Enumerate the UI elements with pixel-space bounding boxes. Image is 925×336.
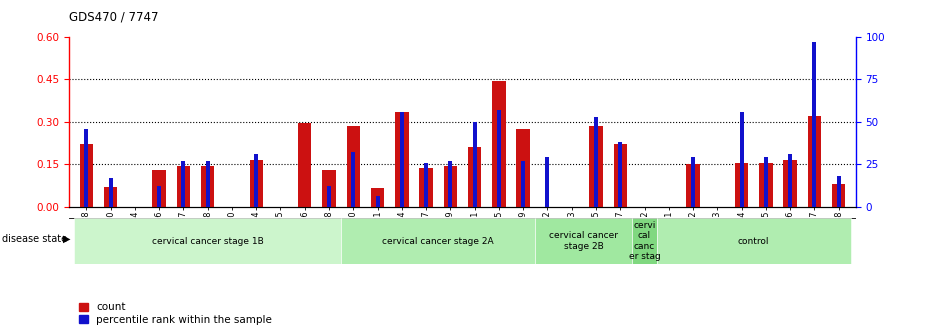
Bar [691, 158, 695, 207]
Bar [618, 142, 623, 207]
Bar [473, 122, 476, 207]
Bar [250, 160, 263, 207]
Bar [395, 112, 409, 207]
Bar [613, 144, 627, 207]
Bar [424, 163, 428, 207]
Bar [740, 112, 744, 207]
Bar [657, 218, 851, 264]
Bar [759, 163, 772, 207]
Bar [808, 116, 821, 207]
Text: GDS470 / 7747: GDS470 / 7747 [69, 10, 159, 23]
Bar [371, 188, 384, 207]
Bar [449, 161, 452, 207]
Bar [352, 152, 355, 207]
Bar [812, 42, 817, 207]
Bar [322, 170, 336, 207]
Bar [492, 81, 506, 207]
Bar [205, 161, 210, 207]
Bar [400, 112, 404, 207]
Bar [298, 123, 312, 207]
Bar [80, 144, 93, 207]
Bar [788, 154, 792, 207]
Bar [836, 176, 841, 207]
Bar [181, 161, 185, 207]
Bar [764, 158, 768, 207]
Bar [376, 197, 379, 207]
Bar [347, 126, 360, 207]
Bar [104, 187, 117, 207]
Text: cervical cancer stage 2A: cervical cancer stage 2A [382, 237, 494, 246]
Bar [594, 117, 598, 207]
Bar [201, 166, 215, 207]
Bar [686, 164, 699, 207]
Bar [74, 218, 341, 264]
Bar [536, 218, 633, 264]
Text: cervical cancer
stage 2B: cervical cancer stage 2B [549, 232, 618, 251]
Bar [254, 154, 258, 207]
Bar [497, 110, 501, 207]
Bar [419, 168, 433, 207]
Text: cervi
cal
canc
er stag: cervi cal canc er stag [629, 221, 660, 261]
Bar [589, 126, 603, 207]
Text: control: control [738, 237, 770, 246]
Bar [327, 186, 331, 207]
Bar [521, 161, 525, 207]
Bar [734, 163, 748, 207]
Text: cervical cancer stage 1B: cervical cancer stage 1B [152, 237, 264, 246]
Bar [153, 170, 166, 207]
Bar [633, 218, 657, 264]
Bar [516, 129, 530, 207]
Bar [444, 166, 457, 207]
Text: disease state: disease state [2, 234, 67, 244]
Bar [468, 147, 481, 207]
Bar [546, 158, 549, 207]
Legend: count, percentile rank within the sample: count, percentile rank within the sample [75, 298, 277, 329]
Bar [157, 186, 161, 207]
Text: ▶: ▶ [63, 234, 70, 244]
Bar [108, 178, 113, 207]
Bar [832, 184, 845, 207]
Bar [783, 160, 796, 207]
Bar [341, 218, 536, 264]
Bar [177, 166, 191, 207]
Bar [84, 129, 89, 207]
